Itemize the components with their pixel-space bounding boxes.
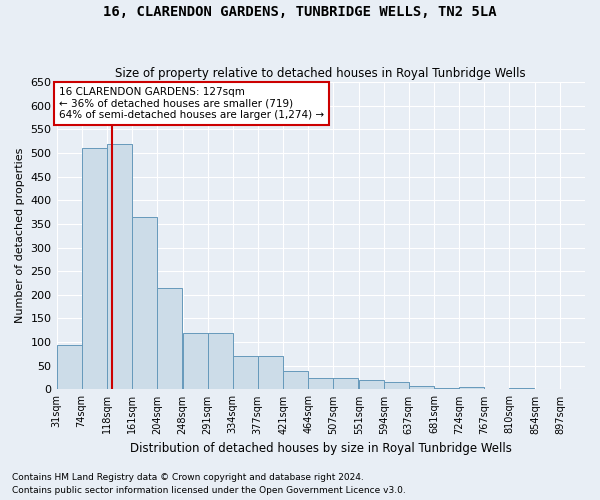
Text: Contains HM Land Registry data © Crown copyright and database right 2024.
Contai: Contains HM Land Registry data © Crown c… — [12, 474, 406, 495]
Bar — [308, 378, 333, 390]
Bar — [333, 378, 358, 390]
Bar — [384, 382, 409, 390]
Bar — [157, 288, 182, 390]
Bar — [283, 370, 308, 390]
Bar — [56, 344, 82, 390]
Text: 16, CLARENDON GARDENS, TUNBRIDGE WELLS, TN2 5LA: 16, CLARENDON GARDENS, TUNBRIDGE WELLS, … — [103, 5, 497, 19]
Y-axis label: Number of detached properties: Number of detached properties — [15, 148, 25, 324]
Bar — [82, 148, 107, 390]
X-axis label: Distribution of detached houses by size in Royal Tunbridge Wells: Distribution of detached houses by size … — [130, 442, 512, 455]
Bar — [257, 356, 283, 390]
Bar — [132, 217, 157, 390]
Title: Size of property relative to detached houses in Royal Tunbridge Wells: Size of property relative to detached ho… — [115, 66, 526, 80]
Bar — [208, 332, 233, 390]
Bar — [409, 386, 434, 390]
Bar — [107, 144, 132, 390]
Bar — [509, 388, 535, 390]
Bar — [182, 332, 208, 390]
Bar — [460, 387, 484, 390]
Bar — [233, 356, 257, 390]
Text: 16 CLARENDON GARDENS: 127sqm
← 36% of detached houses are smaller (719)
64% of s: 16 CLARENDON GARDENS: 127sqm ← 36% of de… — [59, 87, 324, 120]
Bar — [359, 380, 384, 390]
Bar — [434, 388, 460, 390]
